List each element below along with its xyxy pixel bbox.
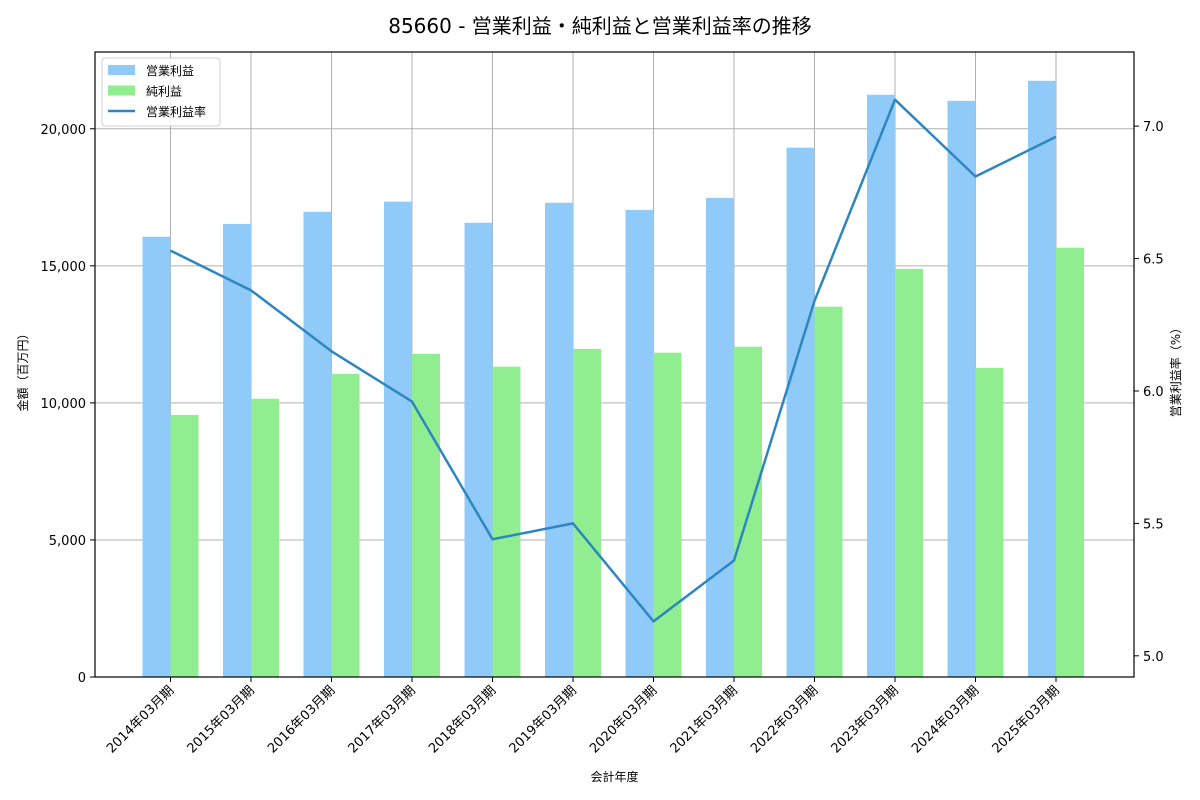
operating-income-bar [625,209,654,678]
y-tick-label: 15,000 [41,260,87,275]
y2-axis-label: 営業利益率（%） [1168,322,1183,417]
operating-income-bar [223,223,251,677]
legend-label: 純利益 [146,85,182,99]
operating-income-bar [1028,80,1056,677]
x-tick-label: 2020年03月期 [587,683,660,756]
x-tick-label: 2022年03月期 [748,683,821,756]
operating-margin-line [169,98,1057,623]
y-tick-label: 10,000 [41,397,87,412]
net-income-bar [1056,247,1084,677]
y-tick-label: 20,000 [41,123,87,138]
x-axis-label: 会計年度 [590,769,638,784]
x-tick-label: 2021年03月期 [668,683,741,756]
net-income-bar [170,414,199,677]
operating-income-bar [706,197,734,678]
x-tick-label: 2018年03月期 [426,683,499,756]
bar-series [142,80,1084,678]
net-income-bar [492,366,521,677]
legend-swatch [108,65,135,75]
net-income-bar [251,398,279,677]
net-income-bar [814,306,843,677]
x-tick-label: 2023年03月期 [829,683,902,756]
y2-tick-label: 5.5 [1143,517,1164,532]
operating-income-bar [464,222,493,677]
x-tick-label: 2025年03月期 [990,683,1063,756]
plot-frame [94,51,1135,678]
legend-swatch [108,85,135,96]
y-tick-label: 0 [78,671,86,686]
y2-tick-label: 5.0 [1143,650,1164,665]
net-income-bar [412,353,440,677]
y2-tick-label: 6.0 [1143,385,1164,400]
net-income-bar [573,348,601,677]
y-tick-label: 5,000 [49,534,86,549]
y2-tick-label: 6.5 [1143,253,1164,268]
operating-income-bar [142,236,171,677]
net-income-bar [975,367,1004,677]
net-income-bar [653,352,682,677]
chart-title: 85660 - 営業利益・純利益と営業利益率の推移 [388,14,812,38]
y2-tick-label: 7.0 [1143,120,1164,135]
net-income-bar [331,373,360,677]
legend-label: 営業利益 [146,64,194,78]
y-axis-label: 金額（百万円） [15,327,30,411]
x-tick-label: 2019年03月期 [507,683,580,756]
x-tick-label: 2014年03月期 [104,683,177,756]
operating-income-bar [786,147,815,678]
legend-label: 営業利益率 [146,104,206,119]
operating-income-bar [545,202,573,677]
net-income-bar [895,268,923,677]
operating-income-bar [947,100,976,677]
x-tick-label: 2017年03月期 [346,683,419,756]
x-tick-label: 2024年03月期 [909,683,982,756]
x-tick-label: 2016年03月期 [265,683,338,756]
operating-income-bar [867,94,895,677]
operating-income-bar [303,211,332,677]
operating-margin-polyline [169,98,1057,623]
x-tick-label: 2015年03月期 [185,683,258,756]
operating-income-bar [384,201,412,677]
